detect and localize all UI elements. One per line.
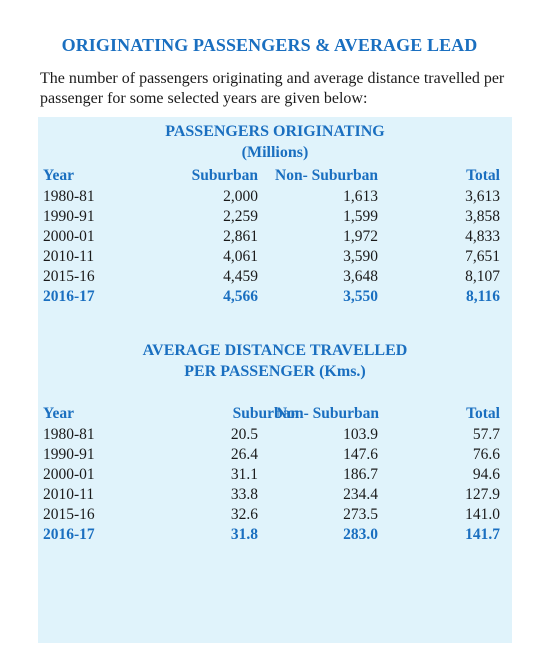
header-suburban: Suburban — [191, 167, 258, 184]
row-non-suburban: 1,599 — [343, 208, 378, 225]
distance-section-title: AVERAGE DISTANCE TRAVELLED — [142, 342, 408, 359]
row-non-suburban: 3,648 — [343, 268, 378, 285]
row-year: 2016-17 — [43, 288, 95, 305]
row-suburban: 31.1 — [230, 466, 258, 483]
row-year: 2015-16 — [43, 506, 95, 523]
row-total: 141.7 — [465, 526, 500, 543]
header-year: Year — [43, 405, 74, 422]
row-total: 3,858 — [465, 208, 500, 225]
row-non-suburban: 3,550 — [343, 288, 378, 305]
row-total: 94.6 — [472, 466, 500, 483]
table-row: 2015-16 4,459 3,648 8,107 — [38, 267, 512, 287]
page-title: ORIGINATING PASSENGERS & AVERAGE LEAD — [61, 35, 478, 55]
row-suburban: 4,459 — [223, 268, 258, 285]
row-suburban: 2,259 — [223, 208, 258, 225]
row-suburban: 2,861 — [223, 228, 258, 245]
row-total: 141.0 — [465, 506, 500, 523]
row-year: 2015-16 — [43, 268, 95, 285]
row-total: 8,107 — [465, 268, 500, 285]
row-year: 1980-81 — [43, 188, 95, 205]
passengers-header-row: Year Suburban Non- Suburban Total — [38, 166, 512, 186]
row-total: 3,613 — [465, 188, 500, 205]
table-row: 2010-11 33.8 234.4 127.9 — [38, 485, 512, 505]
table-row: 1990-91 2,259 1,599 3,858 — [38, 207, 512, 227]
row-suburban: 32.6 — [230, 506, 258, 523]
row-year: 2000-01 — [43, 228, 95, 245]
table-row: 1980-81 20.5 103.9 57.7 — [38, 425, 512, 445]
row-total: 127.9 — [465, 486, 500, 503]
row-non-suburban: 1,613 — [343, 188, 378, 205]
table-row: 2000-01 2,861 1,972 4,833 — [38, 227, 512, 247]
row-year: 1990-91 — [43, 446, 95, 463]
row-non-suburban: 103.9 — [343, 426, 378, 443]
header-non-suburban: Non- Suburban — [275, 167, 378, 184]
row-total: 7,651 — [465, 248, 500, 265]
row-total: 8,116 — [465, 288, 500, 305]
table-row: 2010-11 4,061 3,590 7,651 — [38, 247, 512, 267]
distance-header-row: Year Suburban Non- Suburban Total — [38, 404, 512, 424]
table-row-highlight: 2016-17 31.8 283.0 141.7 — [38, 525, 512, 545]
row-year: 1990-91 — [43, 208, 95, 225]
table-row-highlight: 2016-17 4,566 3,550 8,116 — [38, 287, 512, 307]
row-year: 2010-11 — [43, 248, 95, 265]
row-year: 2000-01 — [43, 466, 95, 483]
row-non-suburban: 147.6 — [343, 446, 378, 463]
header-year: Year — [43, 167, 74, 184]
table-row: 1990-91 26.4 147.6 76.6 — [38, 445, 512, 465]
data-panel: PASSENGERS ORIGINATING (Millions) Year S… — [38, 117, 512, 643]
row-suburban: 4,566 — [223, 288, 258, 305]
row-year: 1980-81 — [43, 426, 95, 443]
header-total: Total — [466, 405, 500, 422]
header-suburban: Suburban — [232, 405, 299, 422]
header-non-suburban: Non- Suburban — [276, 405, 379, 422]
row-suburban: 31.8 — [230, 526, 258, 543]
row-suburban: 2,000 — [223, 188, 258, 205]
row-non-suburban: 273.5 — [343, 506, 378, 523]
row-total: 4,833 — [465, 228, 500, 245]
row-total: 76.6 — [472, 446, 500, 463]
table-row: 1980-81 2,000 1,613 3,613 — [38, 187, 512, 207]
table-row: 2015-16 32.6 273.5 141.0 — [38, 505, 512, 525]
row-non-suburban: 234.4 — [343, 486, 378, 503]
row-non-suburban: 1,972 — [343, 228, 378, 245]
header-total: Total — [466, 167, 500, 184]
row-non-suburban: 3,590 — [343, 248, 378, 265]
row-suburban: 26.4 — [230, 446, 258, 463]
row-suburban: 33.8 — [230, 486, 258, 503]
row-non-suburban: 283.0 — [343, 526, 378, 543]
distance-section-unit: PER PASSENGER (Kms.) — [184, 363, 366, 380]
table-row: 2000-01 31.1 186.7 94.6 — [38, 465, 512, 485]
row-total: 57.7 — [472, 426, 500, 443]
row-suburban: 4,061 — [223, 248, 258, 265]
row-suburban: 20.5 — [230, 426, 258, 443]
row-year: 2010-11 — [43, 486, 95, 503]
row-year: 2016-17 — [43, 526, 95, 543]
row-non-suburban: 186.7 — [343, 466, 378, 483]
passengers-section-title: PASSENGERS ORIGINATING — [165, 123, 385, 140]
intro-text: The number of passengers originating and… — [40, 70, 505, 107]
passengers-section-unit: (Millions) — [241, 144, 309, 161]
